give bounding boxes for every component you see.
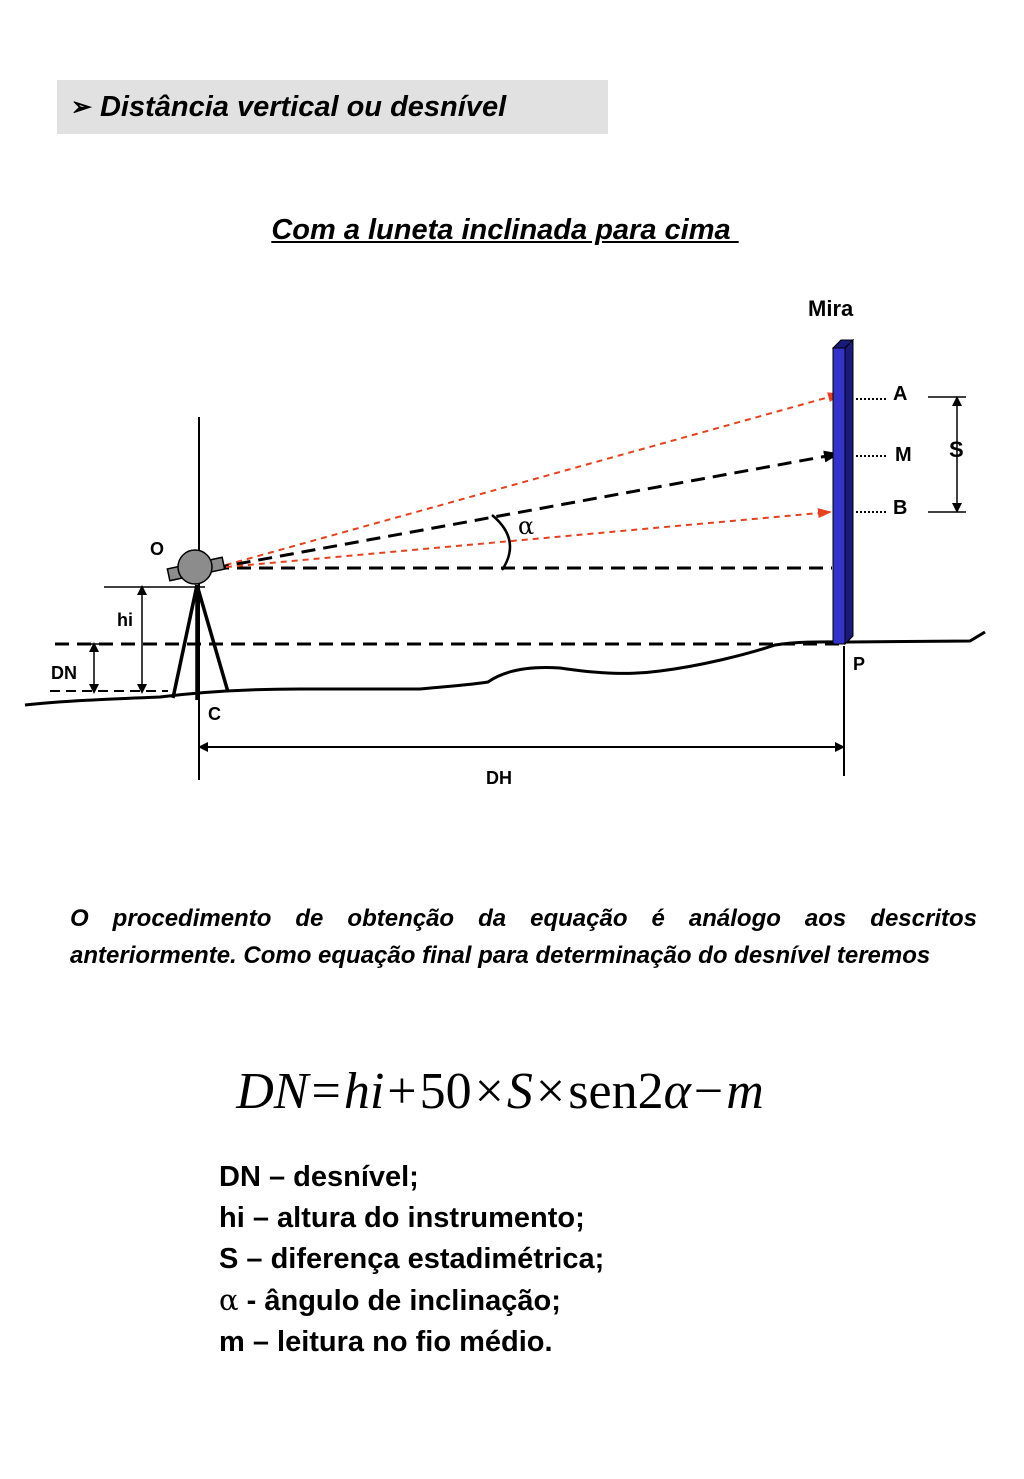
formula-plus: + bbox=[387, 1063, 417, 1120]
sight-line-m bbox=[214, 450, 840, 570]
label-hi: hi bbox=[117, 610, 133, 630]
formula-equals: = bbox=[311, 1063, 341, 1120]
label-p: P bbox=[853, 654, 865, 674]
leveling-rod bbox=[831, 338, 855, 646]
legend-text: m – leitura no fio médio. bbox=[219, 1326, 553, 1358]
subtitle: Com a luneta inclinada para cima bbox=[271, 214, 739, 246]
explanation-paragraph: O procedimento de obtenção da equação é … bbox=[70, 905, 977, 969]
legend-text: hi – altura do instrumento; bbox=[219, 1202, 585, 1234]
legend-item: hi – altura do instrumento; bbox=[219, 1198, 604, 1239]
section-title: ➢ Distância vertical ou desnível bbox=[57, 80, 608, 134]
formula-dn: DN bbox=[236, 1063, 309, 1120]
legend-item: S – diferença estadimétrica; bbox=[219, 1239, 604, 1280]
arrow-bullet-icon: ➢ bbox=[71, 93, 92, 121]
formula-hi: hi bbox=[343, 1063, 385, 1120]
formula-two: 2 bbox=[637, 1063, 664, 1120]
tripod bbox=[171, 584, 230, 700]
label-dh: DH bbox=[486, 768, 512, 788]
sight-line-b bbox=[214, 508, 832, 569]
legend-text: DN – desnível; bbox=[219, 1161, 419, 1193]
label-a: A bbox=[893, 383, 907, 405]
legend-item: DN – desnível; bbox=[219, 1157, 604, 1198]
formula-s: S bbox=[506, 1063, 533, 1120]
label-o: O bbox=[150, 539, 164, 559]
label-b: B bbox=[893, 497, 907, 519]
label-mira: Mira bbox=[808, 296, 854, 321]
label-s: S bbox=[949, 437, 964, 462]
label-c: C bbox=[208, 704, 221, 724]
leveling-diagram: α Mira A M B S O hi DN C P DH bbox=[24, 296, 986, 788]
formula-sen: sen bbox=[568, 1063, 638, 1120]
variable-legend: DN – desnível; hi – altura do instrument… bbox=[219, 1157, 604, 1363]
legend-item: α - ângulo de inclinação; bbox=[219, 1280, 604, 1322]
label-dn: DN bbox=[51, 663, 77, 683]
formula-m: m bbox=[726, 1063, 764, 1120]
label-alpha: α bbox=[518, 512, 534, 540]
formula-fifty: 50 bbox=[419, 1063, 472, 1120]
angle-arc bbox=[491, 514, 512, 571]
formula-alpha: α bbox=[663, 1063, 691, 1120]
legend-text: S – diferença estadimétrica; bbox=[219, 1243, 605, 1275]
sight-line-a bbox=[214, 392, 842, 569]
formula-times-2: × bbox=[535, 1063, 566, 1120]
legend-item: m – leitura no fio médio. bbox=[219, 1322, 604, 1363]
formula-minus: − bbox=[693, 1063, 724, 1120]
dn-formula: DN=hi+50×S×sen2α−m bbox=[0, 1062, 1000, 1121]
instrument-icon bbox=[166, 549, 226, 585]
label-m: M bbox=[895, 444, 912, 466]
section-title-text: Distância vertical ou desnível bbox=[99, 90, 507, 123]
formula-times-1: × bbox=[474, 1063, 504, 1120]
legend-alpha-symbol: α bbox=[219, 1283, 239, 1317]
legend-text: - ângulo de inclinação; bbox=[238, 1285, 561, 1317]
ground-line bbox=[24, 630, 986, 707]
